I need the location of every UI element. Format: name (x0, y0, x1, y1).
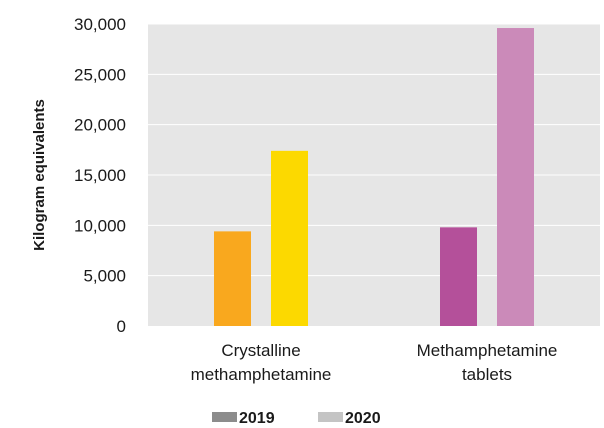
y-tick-label: 0 (117, 317, 126, 336)
y-tick-label: 25,000 (74, 65, 126, 84)
bar-2020-2 (497, 28, 534, 326)
category-label-line1: Methamphetamine (417, 341, 558, 360)
bar-2019-2 (440, 227, 477, 326)
legend-label-2019: 2019 (239, 410, 275, 427)
legend-label-2020: 2020 (345, 410, 381, 427)
category-label-line1: Crystalline (221, 341, 300, 360)
category-label-line2: methamphetamine (191, 365, 332, 384)
category-label-line2: tablets (462, 365, 512, 384)
y-tick-label: 10,000 (74, 216, 126, 235)
bar-2019-1 (214, 231, 251, 326)
y-tick-label: 5,000 (83, 267, 126, 286)
y-tick-label: 20,000 (74, 116, 126, 135)
y-axis-label: Kilogram equivalents (31, 99, 48, 251)
bars (214, 28, 534, 326)
x-axis-categories: Crystalline methamphetamine Methamphetamin… (191, 341, 558, 384)
bar-2020-1 (271, 150, 308, 326)
y-tick-label: 15,000 (74, 166, 126, 185)
y-axis-ticks: 0 5,000 10,000 15,000 20,000 25,000 30,000 (74, 15, 126, 336)
legend: 2019 2020 (212, 410, 381, 427)
legend-swatch-2019 (212, 412, 237, 422)
legend-swatch-2020 (318, 412, 343, 422)
y-tick-label: 30,000 (74, 15, 126, 34)
